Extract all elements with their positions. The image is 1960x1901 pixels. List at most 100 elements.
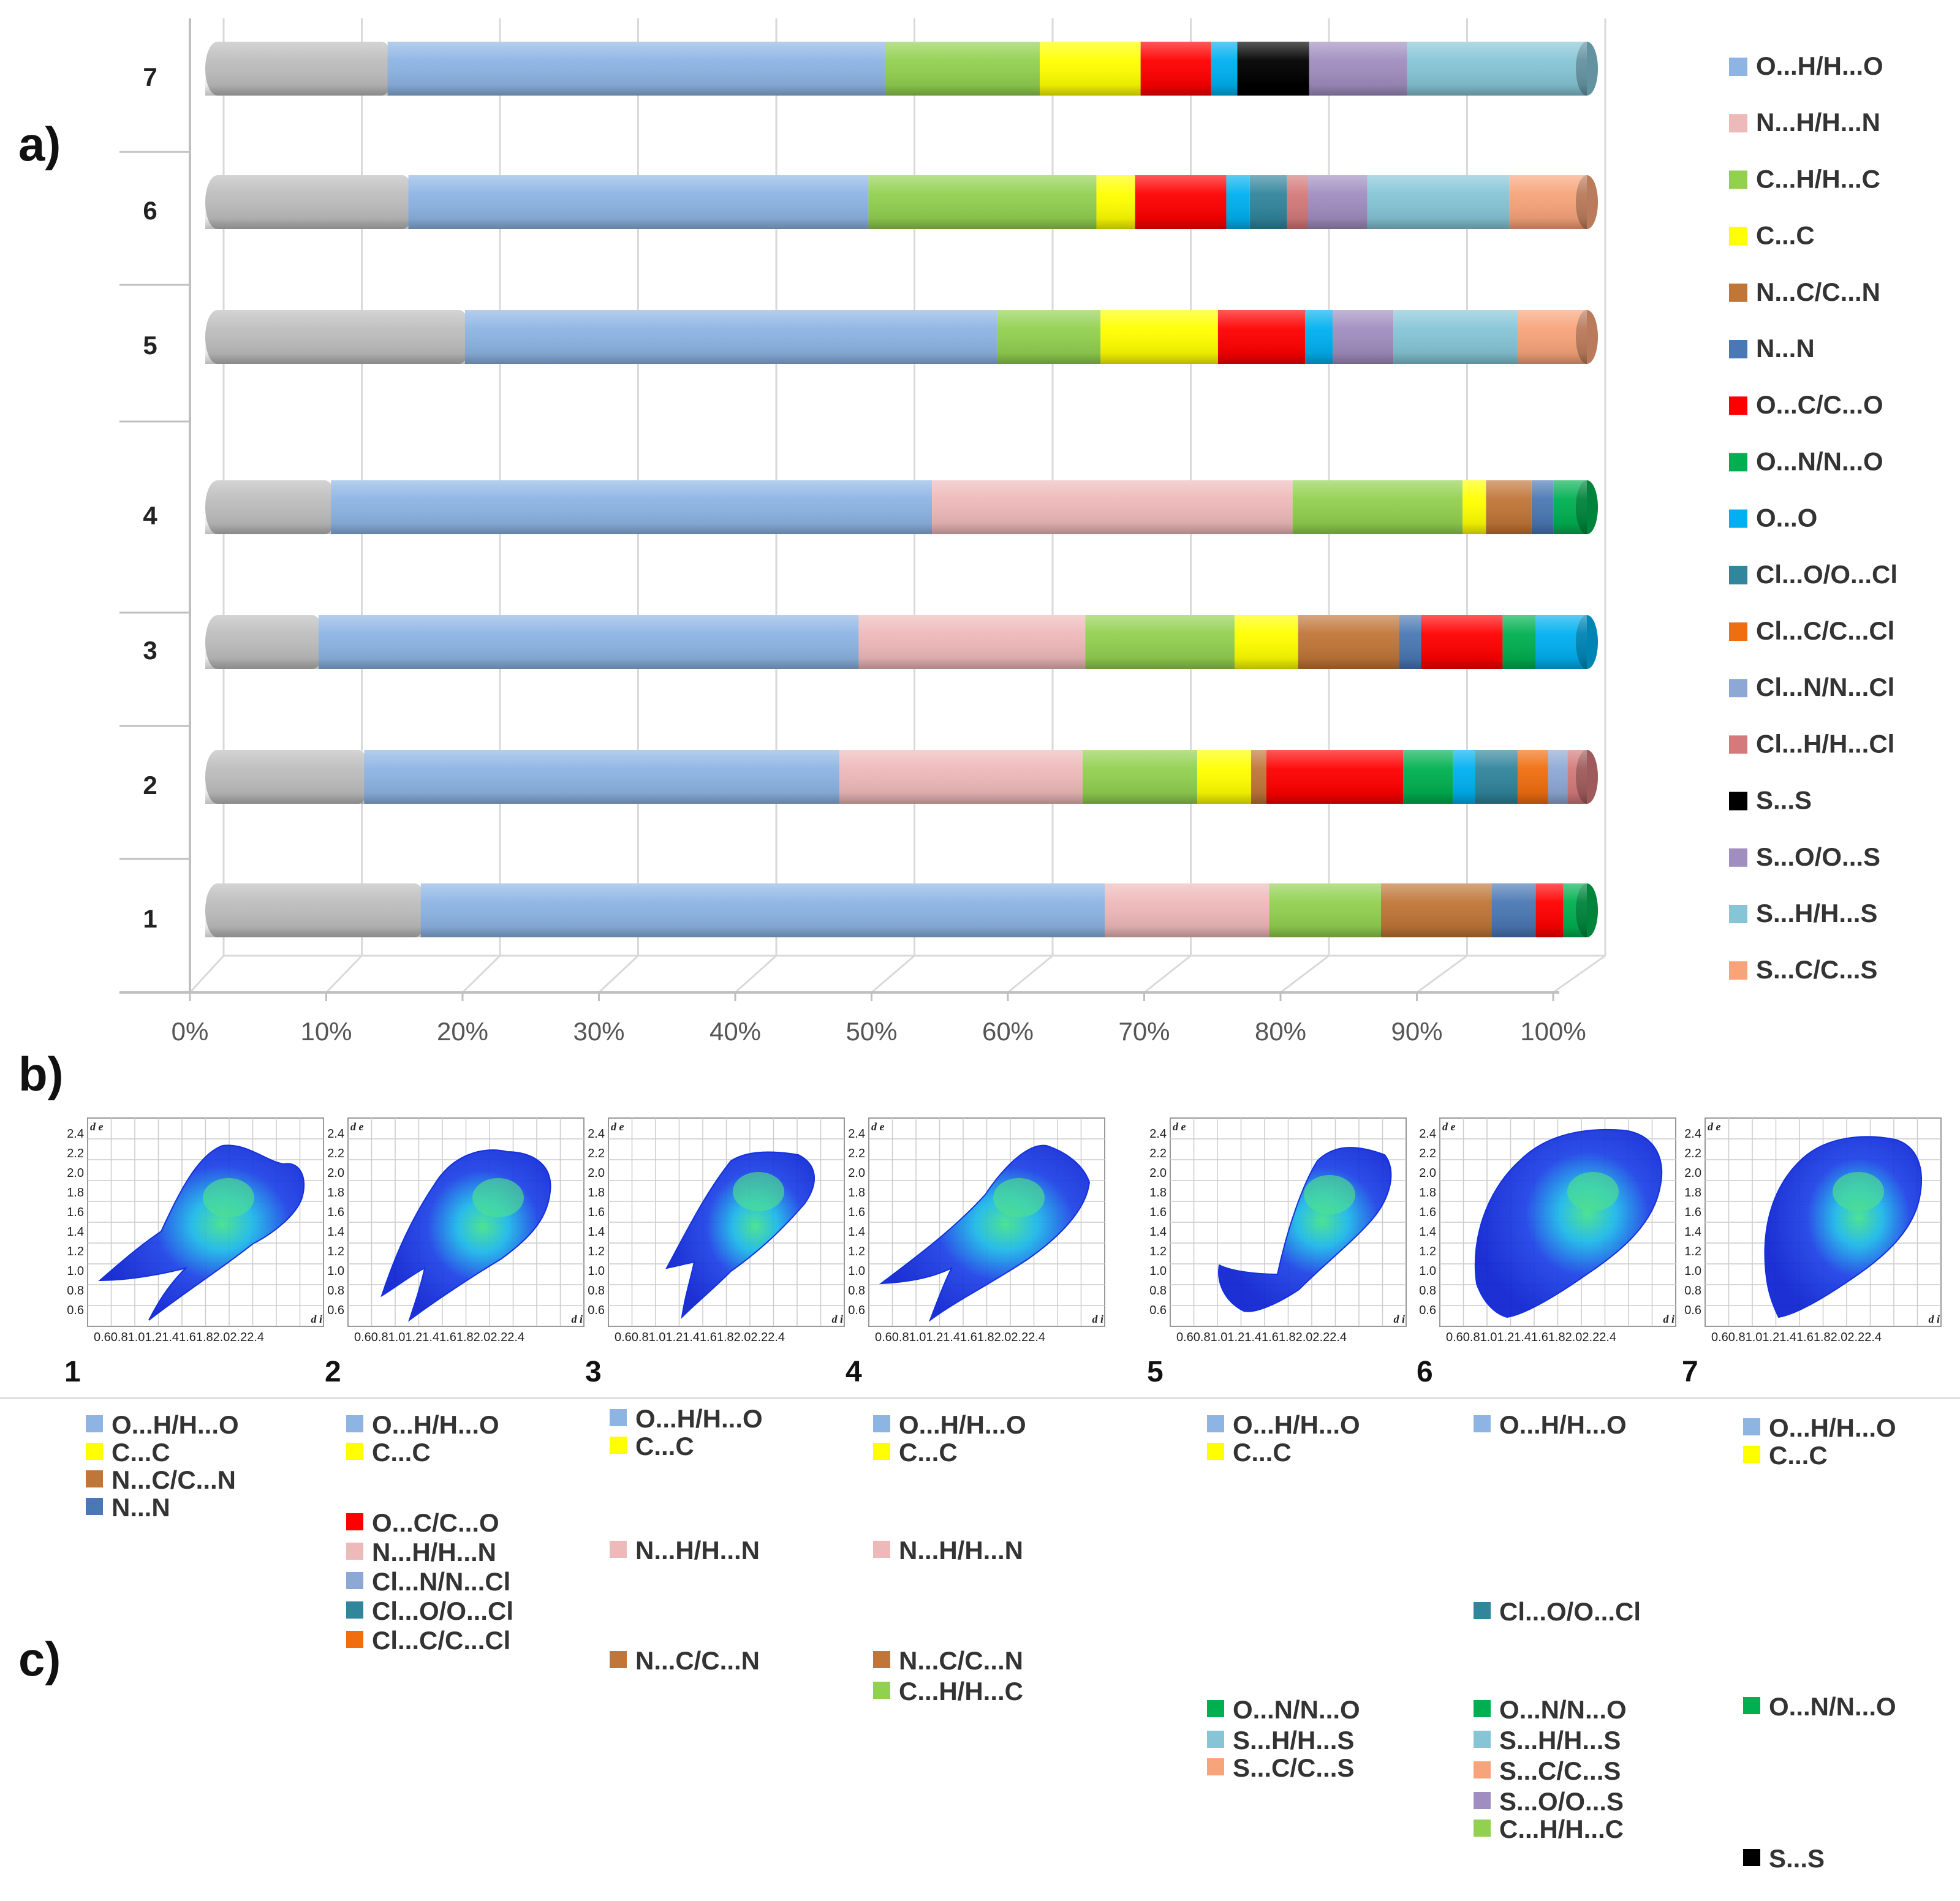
fp-plot-number: 7 bbox=[1682, 1356, 1698, 1388]
category-label: 6 bbox=[143, 196, 157, 225]
x-tick-label: 30% bbox=[573, 1017, 624, 1046]
density-core bbox=[1833, 1172, 1884, 1211]
panel-c-label: O...N/N...O bbox=[1499, 1695, 1627, 1724]
panel-c-swatch bbox=[346, 1443, 363, 1460]
panel-c-swatch bbox=[346, 1543, 363, 1560]
density-core bbox=[1567, 1172, 1619, 1211]
panel-c-swatch bbox=[873, 1415, 890, 1432]
fingerprint-density bbox=[380, 1149, 551, 1322]
legend-item-cl-n-n-cl: Cl...N/N...Cl bbox=[1729, 673, 1894, 701]
panel-c-item-cl-o-o-cl: Cl...O/O...Cl bbox=[1474, 1597, 1641, 1626]
panel-c-swatch bbox=[610, 1437, 627, 1454]
panel-c-label: S...C/C...S bbox=[1233, 1753, 1354, 1782]
fp-x-ticks: 0.60.81.01.21.41.61.82.02.22.4 bbox=[94, 1331, 264, 1344]
category-label: 5 bbox=[143, 331, 157, 360]
fp-y-axis-label: d e bbox=[90, 1121, 104, 1133]
panel-c-item-c-c: C...C bbox=[1743, 1441, 1828, 1470]
fp-y-tick: 2.0 bbox=[1149, 1166, 1167, 1180]
fp-y-tick: 1.6 bbox=[327, 1206, 344, 1219]
legend-label: S...O/O...S bbox=[1756, 842, 1880, 871]
bar-stack-3 bbox=[205, 615, 1598, 669]
panel-c-label: S...C/C...S bbox=[1499, 1756, 1621, 1785]
legend-swatch bbox=[1729, 58, 1747, 76]
fp-y-tick: 2.2 bbox=[327, 1147, 344, 1160]
fp-x-axis-label: d i bbox=[1928, 1313, 1940, 1325]
panel-c-swatch bbox=[873, 1682, 890, 1699]
fp-y-tick: 1.0 bbox=[588, 1264, 605, 1278]
fp-y-axis-label: d e bbox=[1708, 1121, 1721, 1133]
bar-stack-1 bbox=[205, 883, 1598, 937]
panel-c-label: C...C bbox=[1233, 1438, 1292, 1467]
panel-c-label: O...C/C...O bbox=[372, 1508, 499, 1537]
fp-x-axis-label: d i bbox=[1092, 1313, 1103, 1325]
fp-y-tick: 1.0 bbox=[1684, 1264, 1701, 1278]
fp-plot-number: 2 bbox=[325, 1356, 341, 1388]
fp-y-tick: 1.4 bbox=[588, 1225, 605, 1239]
fp-y-tick: 1.8 bbox=[588, 1186, 605, 1200]
legend-label: O...C/C...O bbox=[1756, 390, 1883, 419]
fingerprint-density bbox=[1764, 1136, 1922, 1318]
fp-y-tick: 1.8 bbox=[848, 1186, 865, 1200]
panel-c-swatch bbox=[1474, 1700, 1491, 1717]
fp-plot-number: 5 bbox=[1147, 1356, 1164, 1388]
fp-y-tick: 1.4 bbox=[1684, 1225, 1701, 1239]
fp-x-axis-label: d i bbox=[311, 1313, 322, 1325]
density-core bbox=[472, 1178, 524, 1217]
x-tick-label: 0% bbox=[172, 1017, 209, 1046]
panel-c-item-n-c-c-n: N...C/C...N bbox=[873, 1646, 1023, 1675]
panel-c-swatch bbox=[610, 1409, 627, 1426]
x-tick-label: 40% bbox=[709, 1017, 761, 1046]
bar-stack-7 bbox=[205, 42, 1598, 96]
legend-label: N...N bbox=[1756, 334, 1815, 363]
panel-c-swatch bbox=[1207, 1415, 1224, 1432]
panel-c-swatch bbox=[346, 1631, 363, 1648]
legend-label: C...C bbox=[1756, 221, 1815, 250]
legend-item-s-o-o-s: S...O/O...S bbox=[1729, 842, 1880, 871]
panel-c-item-o-h-h-o: O...H/H...O bbox=[1474, 1410, 1627, 1439]
fp-y-tick: 0.8 bbox=[848, 1284, 865, 1298]
density-core bbox=[733, 1172, 784, 1211]
fp-y-tick: 1.0 bbox=[848, 1264, 865, 1278]
panel-c-swatch bbox=[1474, 1820, 1491, 1837]
fp-y-axis-label: d e bbox=[350, 1121, 364, 1133]
panel-c-label: S...O/O...S bbox=[1499, 1787, 1624, 1816]
fp-y-tick: 1.6 bbox=[588, 1206, 605, 1219]
bar-shading bbox=[205, 175, 1587, 229]
panel-c-item-o-h-h-o: O...H/H...O bbox=[610, 1404, 763, 1433]
fp-y-tick: 1.2 bbox=[327, 1245, 344, 1258]
panel-c-item-c-c: C...C bbox=[86, 1438, 170, 1467]
x-tick-labels: 0% 10% 20% 30% 40% 50% 60% 70% 80% 90% 100% bbox=[172, 1017, 1586, 1046]
bar-stack-2 bbox=[205, 750, 1598, 804]
fp-y-tick: 2.4 bbox=[1149, 1127, 1167, 1141]
panel-c-item-o-n-n-o: O...N/N...O bbox=[1743, 1692, 1896, 1721]
chart-bars bbox=[205, 42, 1598, 937]
panel-c-swatch bbox=[1743, 1446, 1760, 1463]
fp-y-tick: 1.2 bbox=[848, 1245, 865, 1258]
panel-b-label: b) bbox=[18, 1047, 64, 1101]
floor-gridline bbox=[871, 954, 915, 994]
panel-c-label: N...C/C...N bbox=[112, 1465, 236, 1494]
category-labels: 1 2 3 4 5 6 7 bbox=[143, 62, 157, 933]
panel-c-swatch bbox=[1207, 1731, 1224, 1748]
legend-item-c-h-h-c: C...H/H...C bbox=[1729, 164, 1880, 193]
fp-y-tick: 1.8 bbox=[1684, 1186, 1701, 1200]
fp-y-tick: 1.0 bbox=[1419, 1264, 1436, 1278]
legend-item-cl-o-o-cl: Cl...O/O...Cl bbox=[1729, 560, 1898, 589]
floor-gridline bbox=[1007, 954, 1053, 994]
stacked-bar-chart: 0% 10% 20% 30% 40% 50% 60% 70% 80% 90% 100% 1 2 3 4 5 6… bbox=[119, 18, 1898, 1046]
panel-c-item-n-n: N...N bbox=[86, 1493, 170, 1522]
bar-stack-6 bbox=[205, 175, 1598, 229]
x-tick-label: 10% bbox=[300, 1017, 352, 1046]
panel-c-item-c-c: C...C bbox=[873, 1438, 958, 1467]
panel-c-swatch bbox=[346, 1513, 363, 1530]
panel-c-label: O...H/H...O bbox=[1769, 1413, 1896, 1442]
panel-c-swatch bbox=[873, 1651, 890, 1668]
x-tick-label: 100% bbox=[1520, 1017, 1586, 1046]
fp-plot-number: 3 bbox=[585, 1356, 602, 1388]
fingerprint-density bbox=[665, 1151, 815, 1319]
fp-y-tick: 2.2 bbox=[588, 1147, 605, 1160]
fp-y-tick: 0.6 bbox=[67, 1304, 84, 1317]
fp-x-axis-label: d i bbox=[571, 1313, 583, 1325]
fp-y-axis-label: d e bbox=[611, 1121, 624, 1133]
legend-item-cl-c-c-cl: Cl...C/C...Cl bbox=[1729, 616, 1894, 645]
